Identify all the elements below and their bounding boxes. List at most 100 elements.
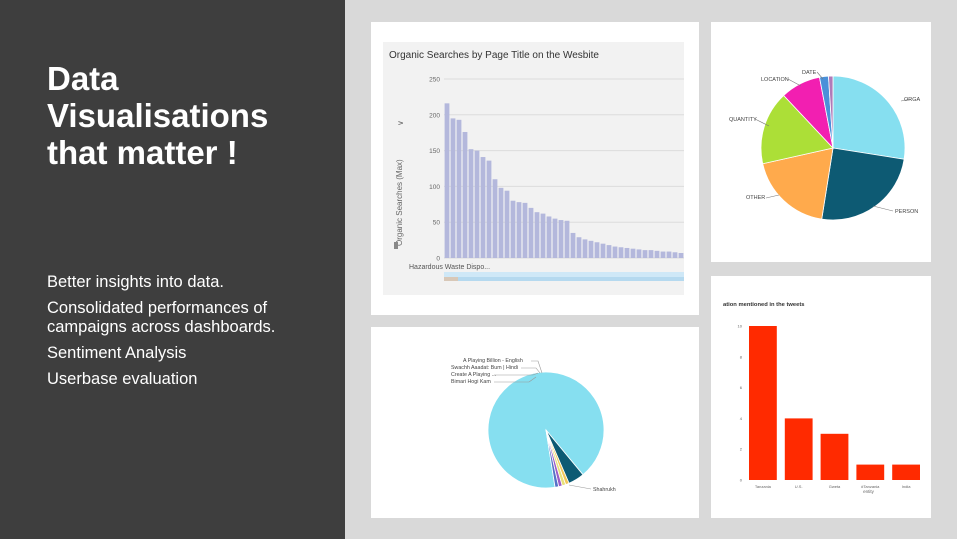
location-mentions-chart: ation mentioned in the tweets 0 2 4 6 8 10 Tanz… — [723, 302, 920, 494]
y-tick-label: 250 — [429, 77, 440, 84]
video-pie-card: Shahrukh Bimari Hogi Kam Create A Playing … — [371, 327, 699, 518]
leader-line — [765, 194, 780, 199]
bar — [892, 464, 920, 480]
bar — [618, 247, 624, 258]
bar — [510, 200, 516, 258]
bar — [654, 250, 660, 258]
bar — [468, 149, 474, 258]
bar — [456, 119, 462, 258]
leader-line — [494, 372, 539, 376]
bar — [784, 418, 813, 480]
slice-label: Bimari Hogi Kam — [451, 379, 491, 385]
x-axis-label: entity — [863, 489, 875, 494]
bar — [636, 249, 642, 258]
organic-searches-card: Organic Searches by Page Title on the We… — [371, 22, 699, 315]
chart-title: ation mentioned in the tweets — [723, 302, 805, 308]
x-category-label: #Tanzania — [861, 484, 880, 489]
slice-label: A Playing Billion - English — [463, 358, 523, 364]
bar — [480, 157, 486, 258]
entity-types-pie-chart: ORGA PERSON OTHER QUANTITY LOCATION DATE — [729, 70, 921, 221]
bar — [612, 246, 618, 258]
range-scrollbar — [444, 272, 684, 281]
y-tick-label: 8 — [740, 354, 743, 359]
bar — [820, 433, 849, 480]
range-scrollbar-track — [444, 277, 684, 281]
filter-icon — [394, 242, 398, 249]
bar — [576, 237, 582, 258]
bar — [606, 245, 612, 258]
y-tick-label: 0 — [740, 478, 743, 483]
bar — [666, 251, 672, 258]
leader-line — [568, 484, 592, 490]
x-category-label: Tanzania — [755, 484, 772, 489]
y-tick-label: 2 — [740, 447, 743, 452]
y-tick-label: 50 — [433, 220, 441, 227]
x-category-label: Gweta — [829, 484, 841, 489]
y-tick-label: 0 — [436, 256, 440, 263]
slice-label: QUANTITY — [729, 117, 757, 123]
pie-slice — [545, 429, 560, 488]
bar — [600, 243, 606, 258]
leader-line — [754, 118, 770, 127]
bar — [522, 202, 528, 258]
bar — [648, 250, 654, 258]
slice-label: LOCATION — [761, 77, 789, 83]
bar — [528, 207, 534, 258]
bar — [486, 160, 492, 258]
bullet-item: Consolidated performances of campaigns a… — [47, 299, 276, 336]
leader-line — [816, 71, 824, 80]
bullet-list: Better insights into data. Consolidated … — [47, 273, 337, 396]
slice-label: Swachh Aaadat: Bum | Hindi — [451, 365, 518, 371]
x-category-label: Hazardous Waste Dispo... — [409, 264, 490, 271]
bar — [498, 187, 504, 258]
location-mentions-card: ation mentioned in the tweets 0 2 4 6 8 10 Tanz… — [711, 276, 931, 518]
bar — [462, 131, 468, 258]
bullet-item: Better insights into data. — [47, 273, 225, 291]
slice-label: Create A Playing ... — [451, 372, 496, 378]
bar — [534, 212, 540, 258]
pie-slice — [832, 75, 906, 160]
bar — [582, 239, 588, 258]
leader-line — [900, 98, 912, 102]
x-category-label: U.S. — [795, 484, 803, 489]
bar — [570, 232, 576, 258]
bar — [749, 326, 777, 480]
leader-line — [872, 205, 894, 212]
chevron-down-icon: ∨ — [396, 120, 405, 126]
y-tick-label: 6 — [740, 385, 743, 390]
chart-title: Organic Searches by Page Title on the We… — [389, 50, 599, 61]
bar — [660, 251, 666, 258]
bar — [594, 242, 600, 258]
leader-line — [531, 360, 543, 374]
bar — [540, 213, 546, 258]
y-tick-label: 200 — [429, 112, 440, 119]
slice-label: Shahrukh — [593, 487, 616, 493]
leader-line — [494, 376, 537, 383]
range-scrollbar-handle — [444, 277, 458, 281]
bar — [678, 252, 684, 258]
slide-title: Data Visualisations that matter ! — [47, 60, 269, 171]
bar — [642, 250, 648, 258]
organic-searches-chart: Organic Searches by Page Title on the We… — [389, 50, 684, 281]
bar — [492, 179, 498, 258]
slice-label: ORGA — [904, 97, 921, 103]
bar — [588, 240, 594, 258]
y-tick-label: 100 — [429, 184, 440, 191]
leader-line — [521, 367, 541, 374]
y-axis-label: Organic Searches (Max) — [395, 159, 404, 246]
x-category-label: India — [902, 484, 911, 489]
bar — [444, 103, 450, 259]
bar — [474, 150, 480, 258]
entity-types-card: ORGA PERSON OTHER QUANTITY LOCATION DATE — [711, 22, 931, 262]
bar — [672, 252, 678, 258]
bar — [546, 216, 552, 258]
slice-label: PERSON — [895, 209, 918, 215]
bar — [450, 118, 456, 258]
bar — [630, 248, 636, 258]
left-panel: Data Visualisations that matter ! Better… — [0, 0, 345, 539]
slice-label: OTHER — [746, 195, 765, 201]
y-tick-label: 4 — [740, 416, 743, 421]
bar — [504, 190, 510, 258]
leader-line — [787, 78, 802, 87]
